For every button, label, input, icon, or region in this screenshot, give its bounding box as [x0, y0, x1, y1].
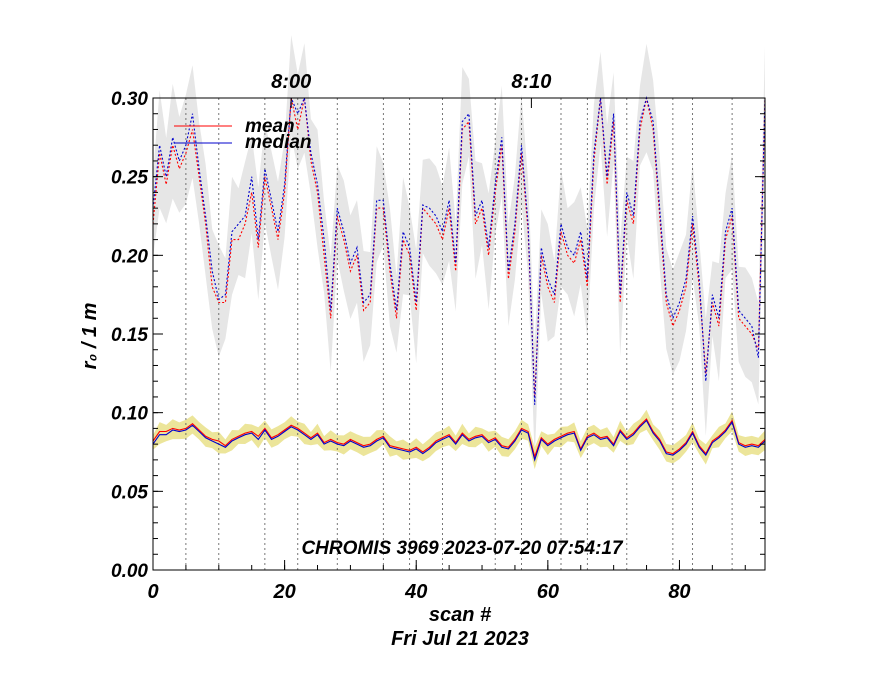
x-axis-date: Fri Jul 21 2023	[391, 628, 529, 650]
top-tick-label-1: 8:10	[511, 71, 551, 93]
y-tick-label-3: 0.15	[111, 325, 148, 346]
legend-mean-label: mean	[245, 116, 295, 137]
x-axis-title: scan #	[429, 604, 492, 626]
x-tick-label-4: 80	[668, 581, 690, 603]
y-tick-label-4: 0.20	[111, 246, 148, 267]
y-tick-label-2: 0.10	[111, 404, 148, 425]
median-upper-line	[152, 95, 766, 405]
y-tick-label-1: 0.05	[111, 482, 148, 503]
x-tick-label-3: 60	[537, 581, 559, 603]
x-tick-label-0: 0	[147, 581, 158, 603]
vertical-gridlines	[185, 98, 733, 570]
y-axis-title: r₀ / 1 m	[79, 303, 101, 370]
legend: mean median	[174, 116, 312, 153]
series-lines	[152, 95, 766, 462]
y-tick-label-0: 0.00	[111, 561, 148, 582]
x-tick-label-1: 20	[272, 581, 295, 603]
axis-ticks: 0.00 0.05 0.10 0.15 0.20 0.25 0.30 0 20 40 60 80 8:0…	[111, 71, 765, 603]
mean-lower-line	[152, 418, 766, 459]
legend-median-label: median	[245, 132, 312, 153]
y-tick-label-6: 0.30	[111, 89, 148, 110]
chart-annotation: CHROMIS 3969 2023-07-20 07:54:17	[301, 538, 624, 559]
upper-spread-band	[153, 35, 765, 459]
x-tick-label-2: 40	[404, 581, 427, 603]
top-tick-label-0: 8:00	[271, 71, 311, 93]
median-lower-line	[152, 419, 766, 462]
mean-upper-line	[152, 97, 766, 397]
y-tick-label-5: 0.25	[111, 168, 148, 189]
